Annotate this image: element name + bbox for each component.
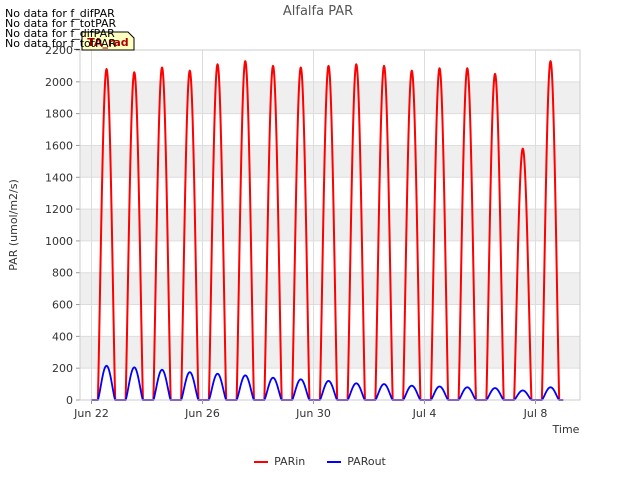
grid-band — [80, 272, 580, 305]
series-line-parin — [91, 60, 564, 401]
y-tick-label: 1200 — [45, 203, 73, 216]
y-tick-label: 1800 — [45, 108, 73, 121]
legend: PARin PARout — [0, 455, 640, 468]
y-tick-label: 0 — [66, 394, 73, 407]
no-data-note: No data for f_difPAR — [5, 27, 115, 40]
x-tick-label: Jun 26 — [184, 407, 220, 420]
legend-label-parin: PARin — [274, 455, 306, 468]
y-tick-label: 600 — [52, 299, 73, 312]
no-data-note: No data for f_totPAR — [5, 37, 117, 50]
y-tick-label: 2200 — [45, 44, 73, 57]
x-tick-label: Jul 8 — [523, 407, 548, 420]
y-tick-label: 1600 — [45, 139, 73, 152]
y-tick-label: 1000 — [45, 235, 73, 248]
legend-item-parout[interactable]: PARout — [327, 455, 386, 468]
x-tick-label: Jun 30 — [295, 407, 331, 420]
y-tick-label: 400 — [52, 330, 73, 343]
plot-border — [79, 49, 581, 401]
no-data-note: No data for f_totPAR — [5, 17, 117, 30]
legend-swatch-parin — [254, 460, 269, 463]
chart-title: Alfalfa PAR — [283, 4, 353, 19]
legend-swatch-parout — [327, 460, 342, 463]
y-tick-label: 200 — [52, 362, 73, 375]
series-line-parout — [91, 364, 564, 401]
grid-band — [80, 145, 580, 178]
y-tick-label: 2000 — [45, 76, 73, 89]
y-tick-label: 1400 — [45, 171, 73, 184]
x-tick-label: Jun 22 — [73, 407, 109, 420]
grid-band — [80, 209, 580, 241]
x-axis-label: Time — [552, 423, 580, 436]
x-tick-label: Jul 4 — [412, 407, 437, 420]
series-layer — [91, 60, 564, 401]
axes: 0 200 400 600 800 1000 1200 1400 1600 1800 2000 220… — [45, 44, 581, 420]
y-axis-label: PAR (umol/m2/s) — [7, 179, 20, 271]
grid-band — [80, 336, 580, 369]
tooltip-label: TA_rad — [87, 36, 128, 49]
y-tick-label: 800 — [52, 267, 73, 280]
tooltip-badge: TA_rad — [81, 31, 135, 51]
legend-label-parout: PARout — [347, 455, 386, 468]
legend-item-parin[interactable]: PARin — [254, 455, 305, 468]
no-data-note: No data for f_difPAR — [5, 7, 115, 20]
